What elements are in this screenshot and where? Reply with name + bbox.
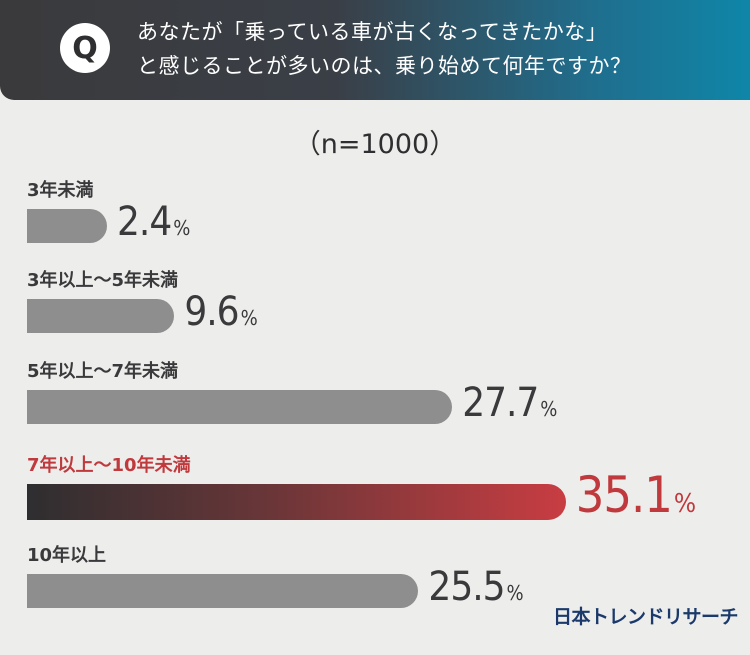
value-label: 2.4% (117, 199, 190, 245)
value-number: 25.5 (428, 564, 505, 610)
value-unit: % (240, 306, 258, 330)
bar (27, 390, 453, 424)
question-line-2: と感じることが多いのは、乗り始めて何年ですか？ (137, 54, 632, 78)
category-label: 3年以上〜5年未満 (27, 270, 179, 291)
category-label: 7年以上〜10年未満 (27, 455, 191, 476)
category-label: 10年以上 (27, 545, 107, 566)
value-label: 9.6% (184, 289, 257, 335)
category-label: 3年未満 (27, 180, 94, 201)
value-label: 27.7% (462, 380, 557, 426)
value-number: 2.4 (117, 199, 172, 245)
value-number: 27.7 (462, 380, 539, 426)
value-number: 9.6 (184, 289, 239, 335)
bar (27, 574, 419, 608)
category-label: 5年以上〜7年未満 (27, 361, 179, 382)
bar (27, 209, 107, 243)
question-line-1: あなたが「乗っている車が古くなってきたかな」 (137, 20, 608, 44)
bar (27, 484, 566, 520)
value-unit: % (540, 397, 558, 421)
value-unit: % (173, 216, 191, 240)
q-badge: Q (60, 23, 110, 73)
value-unit: % (506, 581, 524, 605)
value-number: 35.1 (575, 466, 673, 524)
brand-logo: 日本トレンドリサーチ (553, 606, 739, 628)
value-label: 35.1% (576, 466, 696, 524)
value-label: 25.5% (428, 564, 523, 610)
bar (27, 299, 175, 333)
sample-size: （n=1000） (293, 129, 457, 160)
value-unit: % (673, 489, 697, 519)
question-header: Q あなたが「乗っている車が古くなってきたかな」 と感じることが多いのは、乗り始… (0, 0, 750, 100)
question-text: あなたが「乗っている車が古くなってきたかな」 と感じることが多いのは、乗り始めて… (137, 15, 737, 83)
